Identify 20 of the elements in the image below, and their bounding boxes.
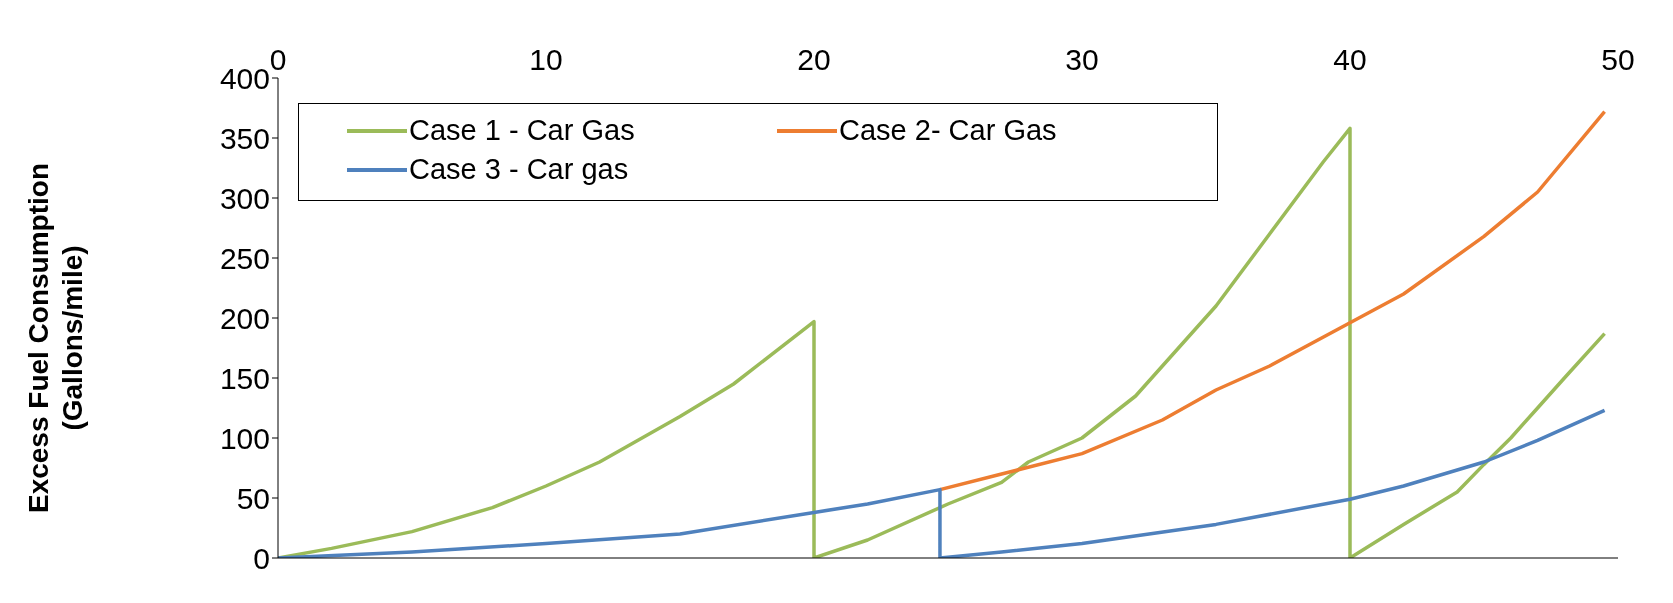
legend-label: Case 1 - Car Gas: [409, 114, 635, 147]
y-axis-title: Excess Fuel Consumption (Gallons/mile): [23, 162, 88, 514]
y-tick-label: 300: [219, 181, 270, 215]
y-tick-label: 50: [236, 481, 270, 515]
x-tick-label: 40: [1333, 43, 1367, 76]
x-tick-label: 10: [529, 43, 563, 76]
line-series: [278, 408, 1607, 558]
y-tick-label: 400: [219, 61, 270, 95]
x-tick-label: 50: [1601, 43, 1635, 76]
x-tick-label: 30: [1065, 43, 1099, 76]
y-tick-label: 0: [253, 541, 270, 575]
y-tick-label: 250: [219, 241, 270, 275]
legend-label: Case 2- Car Gas: [839, 114, 1057, 147]
y-tick-label: 150: [219, 361, 270, 395]
y-tick-label: 100: [219, 421, 270, 455]
x-tick-label: 20: [797, 43, 831, 76]
y-tick-label: 350: [219, 121, 270, 155]
legend-label: Case 3 - Car gas: [409, 153, 629, 186]
line-series: [938, 109, 1607, 492]
y-tick-label: 200: [219, 301, 270, 335]
